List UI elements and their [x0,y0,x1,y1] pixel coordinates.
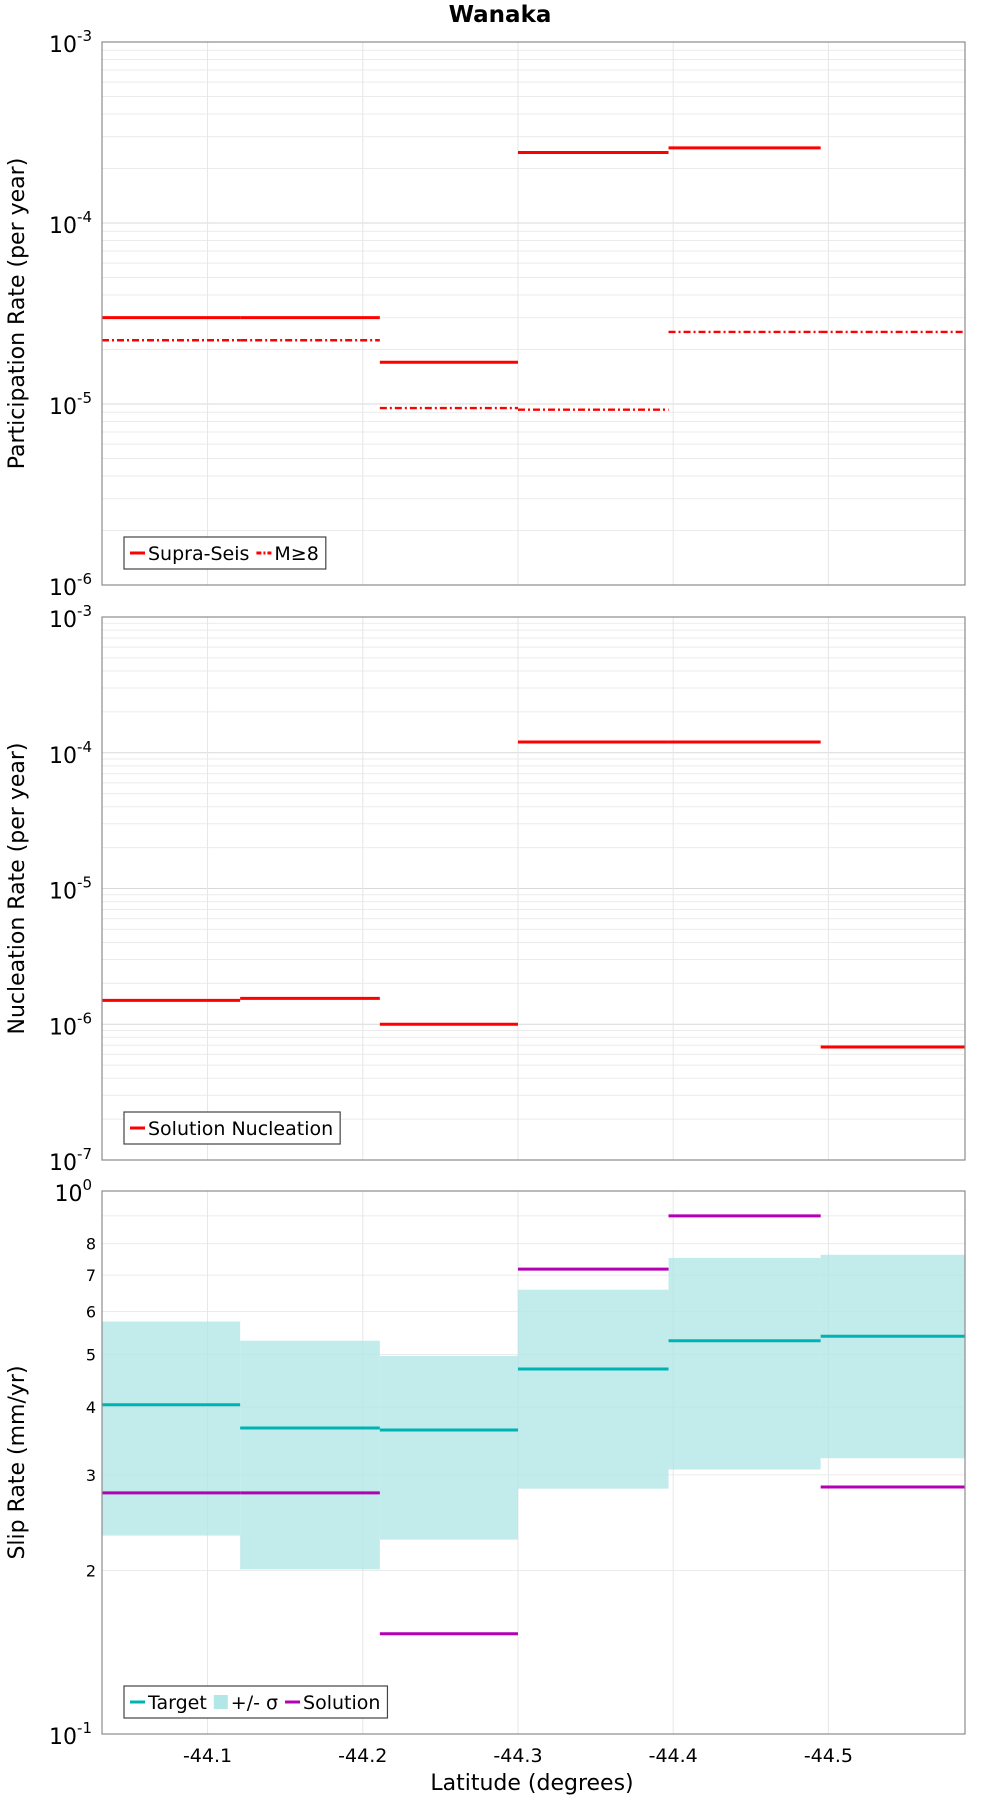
legend: Solution Nucleation [123,1111,341,1145]
y-minor-tick-label: 4 [86,1398,96,1417]
y-tick-label: 10-5 [49,389,92,420]
legend: Target +/- σ Solution [123,1685,389,1719]
x-tick-label: -44.4 [649,1745,698,1767]
sigma-band-rect [102,1321,241,1536]
legend-swatch-band [213,1695,228,1709]
x-tick-label: -44.5 [804,1745,853,1767]
legend-label: Supra-Seis [148,543,249,565]
panel-3: 10-1 100 2 3 4 5 6 7 8 Slip Rate (mm/yr) Target +/-… [5,1176,966,1750]
y-minor-tick-label: 6 [86,1302,96,1321]
y-tick-label: 10-5 [49,874,92,905]
y-tick-label: 10-6 [49,570,92,601]
y-tick-label: 10-6 [49,1009,92,1040]
plot-frame [101,616,966,1161]
panel-1: 10-6 10-5 10-4 10-3 Participation Rate (per … [5,27,966,601]
y-tick-label: 10-3 [49,602,92,633]
y-tick-label: 10-7 [49,1145,92,1176]
y-axis-label: Nucleation Rate (per year) [5,743,30,1035]
legend-frame [123,536,327,570]
legend-label: Target [147,1692,207,1714]
y-tick-label: 10-3 [49,27,92,58]
sigma-band-rect [517,1289,669,1489]
sigma-band-rect [668,1257,821,1470]
legend-label: Solution Nucleation [148,1118,333,1140]
sigma-band-rect [379,1355,518,1540]
legend-frame [123,1111,341,1145]
y-minor-tick-label: 3 [86,1466,96,1485]
plot-frame [101,41,966,586]
y-tick-label: 10-4 [49,208,92,239]
x-tick-label: -44.1 [183,1745,232,1767]
x-tick-label: -44.3 [493,1745,542,1767]
sigma-band-rect [240,1340,380,1570]
legend-label: Solution [303,1692,380,1714]
y-tick-label: 10-1 [49,1719,92,1750]
plot-frame [101,1190,966,1735]
y-axis-label: Participation Rate (per year) [5,158,30,470]
legend-frame [123,1685,389,1719]
x-axis-label: Latitude (degrees) [430,1771,633,1796]
chart-title: Wanaka [449,2,552,28]
y-axis-label: Slip Rate (mm/yr) [5,1365,30,1559]
x-tick-label: -44.2 [338,1745,387,1767]
sigma-band-rect [820,1254,965,1459]
y-minor-tick-label: 7 [86,1266,96,1285]
legend-label: M≥8 [274,543,318,565]
x-tick-labels: -44.1 -44.2 -44.3 -44.4 -44.5 [183,1745,853,1767]
y-tick-label: 100 [54,1176,92,1207]
y-minor-tick-label: 5 [86,1345,96,1364]
y-minor-tick-label: 2 [86,1562,96,1581]
panel-2: 10-7 10-6 10-5 10-4 10-3 Nucleation Rate (per… [5,602,966,1176]
y-tick-label: 10-4 [49,738,92,769]
legend: Supra-Seis M≥8 [123,536,327,570]
legend-label: +/- σ [231,1692,278,1714]
y-minor-tick-label: 8 [86,1235,96,1254]
